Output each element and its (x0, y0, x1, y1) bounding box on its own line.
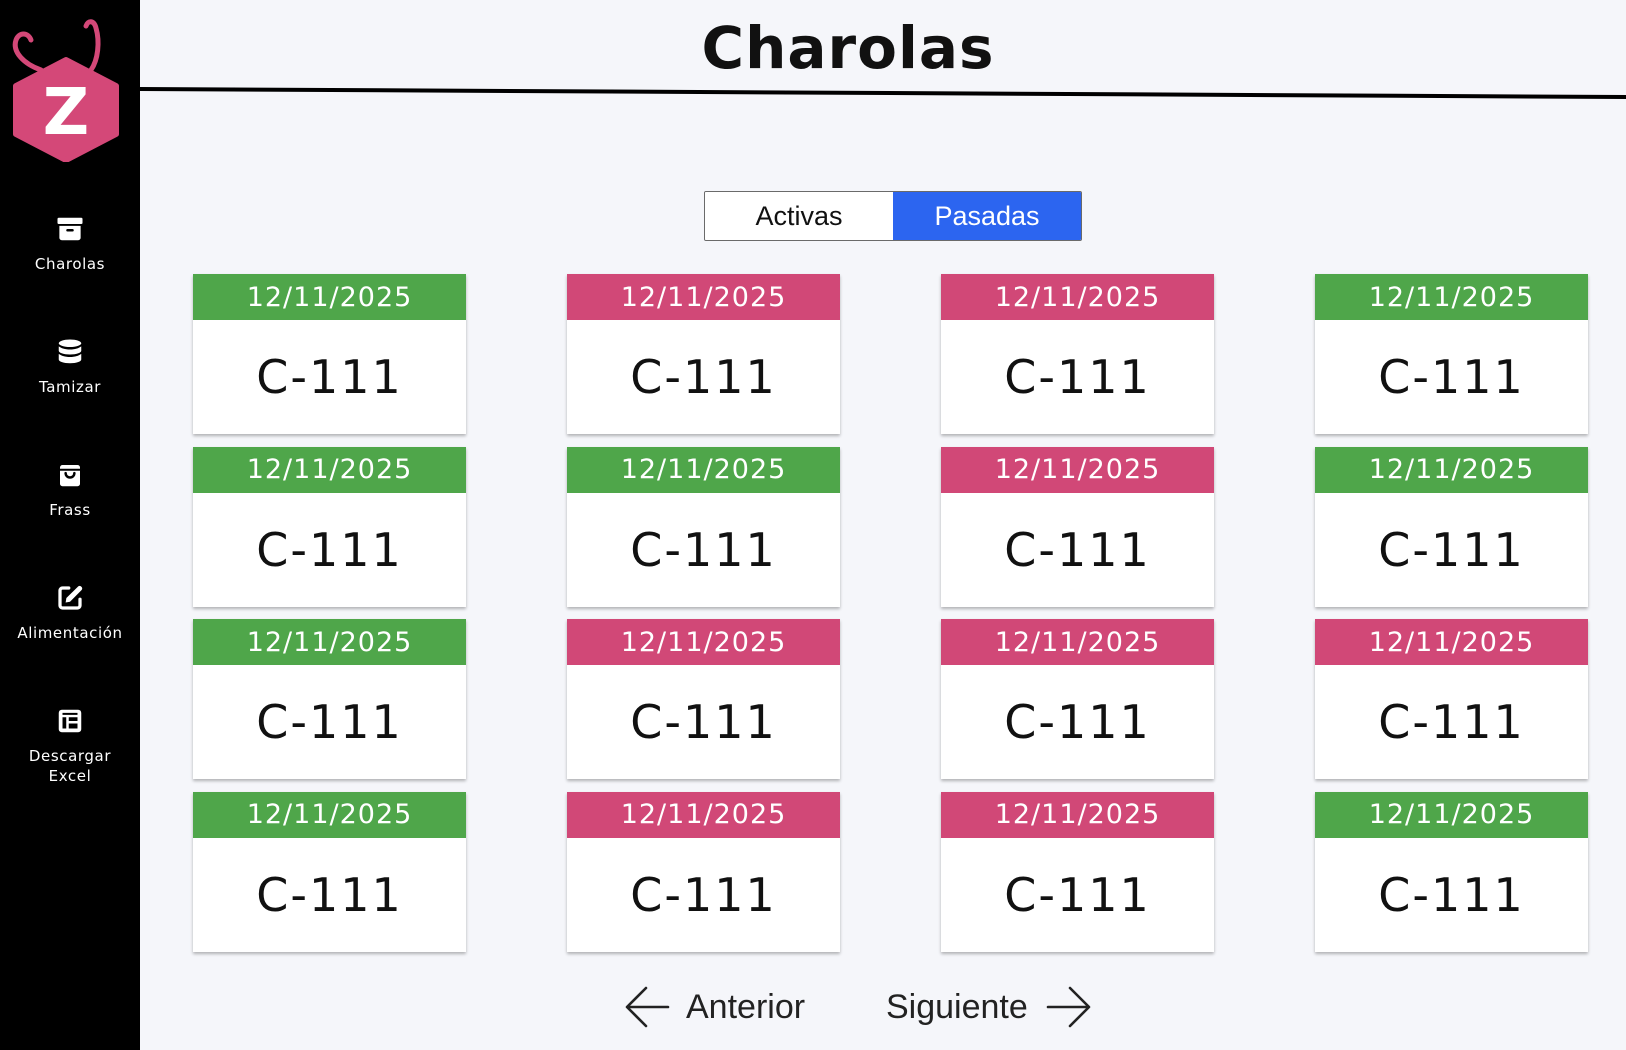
card-code: C-111 (256, 522, 403, 577)
card-code: C-111 (630, 867, 777, 922)
sidebar-item-descargar-excel[interactable]: Descargar Excel (0, 706, 140, 786)
card-code: C-111 (1004, 867, 1151, 922)
sidebar-item-charolas[interactable]: Charolas (0, 214, 140, 274)
tray-card[interactable]: 12/11/2025 C-111 (1315, 274, 1588, 434)
edit-icon (58, 586, 83, 610)
arrow-right-icon (1046, 986, 1091, 1028)
card-code: C-111 (1378, 522, 1525, 577)
card-code: C-111 (630, 695, 777, 749)
card-code: C-111 (256, 695, 403, 749)
header-divider (140, 87, 1626, 99)
archive-box-icon (57, 217, 83, 241)
tab-activas[interactable]: Activas (705, 192, 893, 240)
tab-pasadas[interactable]: Pasadas (893, 192, 1081, 240)
tray-card[interactable]: 12/11/2025 C-111 (567, 446, 840, 607)
card-date-header: 12/11/2025 (567, 791, 840, 838)
tray-card[interactable]: 12/11/2025 C-111 (567, 791, 840, 952)
card-code: C-111 (1004, 350, 1151, 404)
card-code: C-111 (1378, 350, 1525, 404)
previous-label: Anterior (686, 987, 806, 1026)
tray-card[interactable]: 12/11/2025 C-111 (941, 791, 1214, 952)
card-date-header: 12/11/2025 (193, 446, 466, 493)
tray-card[interactable]: 12/11/2025 C-111 (193, 619, 466, 779)
tray-card[interactable]: 12/11/2025 C-111 (567, 274, 840, 434)
card-date-header: 12/11/2025 (941, 274, 1214, 320)
sidebar-item-alimentacion[interactable]: Alimentación (0, 583, 140, 643)
sidebar: Z Charolas Tamizar Frass (0, 0, 140, 1050)
sidebar-item-label: Frass (49, 501, 91, 519)
tray-card[interactable]: 12/11/2025 C-111 (1315, 791, 1588, 952)
card-date-header: 12/11/2025 (1315, 446, 1588, 493)
card-code: C-111 (1378, 867, 1525, 922)
tray-card[interactable]: 12/11/2025 C-111 (941, 274, 1214, 434)
tray-card[interactable]: 12/11/2025 C-111 (941, 619, 1214, 779)
tray-card[interactable]: 12/11/2025 C-111 (941, 446, 1214, 607)
card-date-header: 12/11/2025 (567, 446, 840, 493)
tray-card[interactable]: 12/11/2025 C-111 (1315, 446, 1588, 607)
sidebar-item-frass[interactable]: Frass (0, 460, 140, 520)
card-date-header: 12/11/2025 (193, 791, 466, 838)
card-date-header: 12/11/2025 (941, 619, 1214, 665)
next-label: Siguiente (886, 987, 1028, 1026)
table-icon (58, 709, 82, 733)
arrow-left-icon (625, 986, 670, 1028)
card-date-header: 12/11/2025 (1315, 274, 1588, 320)
card-code: C-111 (630, 522, 777, 577)
card-date-header: 12/11/2025 (941, 791, 1214, 838)
page-title: Charolas (701, 14, 995, 82)
sidebar-item-label: Descargar Excel (28, 747, 112, 785)
card-code: C-111 (630, 350, 777, 404)
svg-text:Z: Z (43, 76, 89, 150)
card-date-header: 12/11/2025 (1315, 791, 1588, 838)
shopping-bag-icon (60, 465, 80, 487)
sidebar-item-label: Charolas (34, 255, 106, 273)
status-toggle: Activas Pasadas (704, 191, 1082, 241)
sidebar-item-tamizar[interactable]: Tamizar (0, 337, 140, 397)
card-date-header: 12/11/2025 (1315, 619, 1588, 665)
card-code: C-111 (256, 867, 403, 922)
sidebar-item-label: Tamizar (38, 378, 102, 396)
sidebar-item-label: Alimentación (17, 624, 123, 642)
card-date-header: 12/11/2025 (193, 274, 466, 320)
tray-card[interactable]: 12/11/2025 C-111 (1315, 619, 1588, 779)
card-date-header: 12/11/2025 (941, 446, 1214, 493)
tray-card[interactable]: 12/11/2025 C-111 (193, 446, 466, 607)
card-code: C-111 (256, 350, 403, 404)
tray-card-grid: 12/11/2025 C-111 12/11/2025 C-111 12/11/2025… (193, 274, 1588, 952)
card-code: C-111 (1004, 522, 1151, 577)
tray-card[interactable]: 12/11/2025 C-111 (193, 791, 466, 952)
card-date-header: 12/11/2025 (567, 274, 840, 320)
card-date-header: 12/11/2025 (567, 619, 840, 665)
card-code: C-111 (1378, 695, 1525, 749)
tray-card[interactable]: 12/11/2025 C-111 (193, 274, 466, 434)
card-date-header: 12/11/2025 (193, 619, 466, 665)
next-button[interactable]: Siguiente (886, 982, 1092, 1032)
previous-button[interactable]: Anterior (624, 982, 805, 1032)
card-code: C-111 (1004, 695, 1151, 749)
database-icon (58, 339, 82, 364)
tray-card[interactable]: 12/11/2025 C-111 (567, 619, 840, 779)
logo-icon[interactable]: Z (8, 12, 124, 162)
